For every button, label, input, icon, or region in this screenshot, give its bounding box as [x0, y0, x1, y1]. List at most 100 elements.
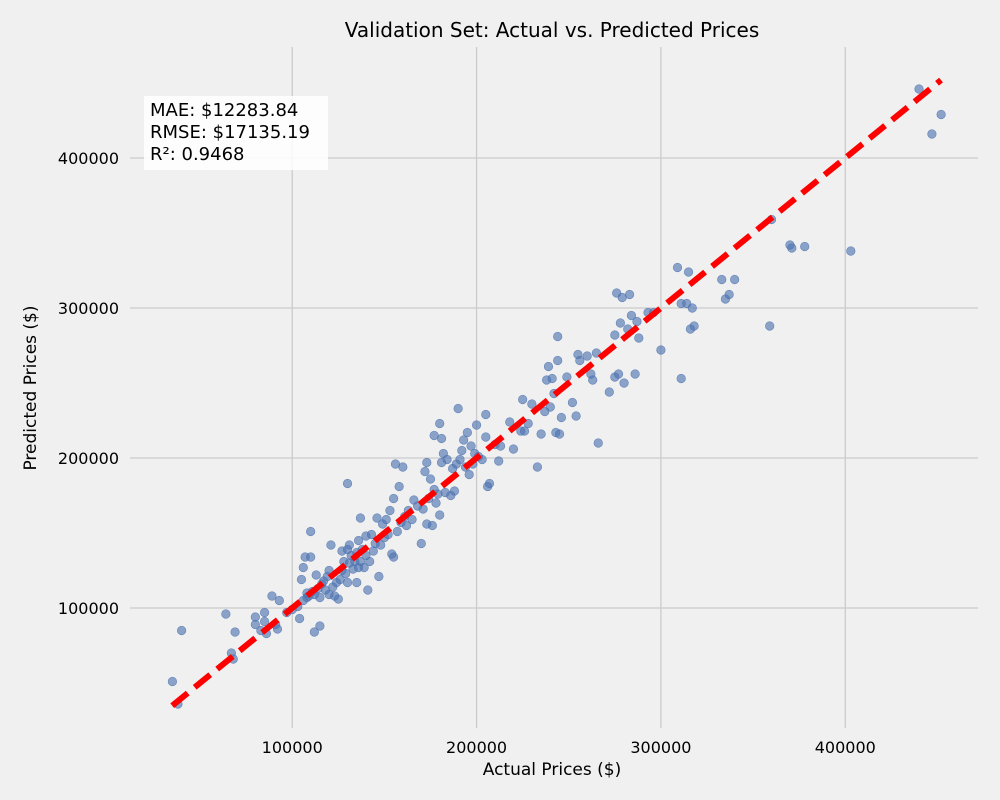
- data-point: [221, 609, 231, 619]
- data-point: [613, 369, 624, 379]
- data-point: [927, 129, 937, 139]
- data-point: [519, 426, 530, 436]
- y-tick-label: 200000: [58, 449, 119, 468]
- data-point: [259, 607, 270, 618]
- data-point: [306, 552, 316, 562]
- data-point: [571, 411, 581, 421]
- data-point: [436, 433, 447, 444]
- data-point: [582, 351, 592, 361]
- data-point: [457, 445, 467, 456]
- data-point: [545, 402, 555, 412]
- data-point: [422, 457, 432, 468]
- data-point: [543, 361, 554, 372]
- data-point: [416, 538, 426, 549]
- data-point: [372, 513, 382, 523]
- data-point: [250, 619, 260, 630]
- data-point: [298, 562, 308, 573]
- x-axis-label: Actual Prices ($): [483, 760, 621, 780]
- data-point: [407, 514, 417, 525]
- data-point: [765, 321, 775, 331]
- data-point: [427, 520, 437, 531]
- data-point: [717, 274, 727, 285]
- data-point: [449, 486, 460, 496]
- data-point: [466, 441, 476, 451]
- data-point: [527, 399, 537, 409]
- data-point: [425, 474, 436, 484]
- data-point: [630, 369, 640, 379]
- data-point: [562, 372, 572, 382]
- chart-title: Validation Set: Actual vs. Predicted Pri…: [345, 18, 760, 42]
- data-point: [553, 355, 563, 366]
- data-point: [634, 333, 644, 343]
- data-point: [167, 676, 177, 687]
- data-point: [359, 562, 369, 573]
- data-point: [800, 241, 810, 252]
- data-point: [435, 418, 445, 429]
- data-point: [505, 417, 515, 427]
- y-tick-label: 300000: [58, 299, 119, 318]
- reference-line: [170, 77, 943, 708]
- data-point: [593, 438, 603, 448]
- x-tick-label: 400000: [815, 738, 876, 757]
- x-tick-label: 300000: [630, 738, 691, 757]
- data-point: [355, 513, 366, 523]
- data-point: [556, 412, 566, 423]
- data-point: [274, 595, 284, 606]
- data-point: [615, 318, 625, 328]
- data-point: [311, 570, 321, 580]
- data-point: [420, 466, 430, 477]
- data-point: [724, 289, 734, 300]
- data-point: [435, 510, 445, 520]
- data-point: [547, 373, 557, 384]
- data-point: [588, 375, 598, 385]
- data-point: [315, 621, 325, 631]
- data-point: [464, 469, 474, 480]
- data-point: [536, 429, 546, 439]
- data-point: [459, 435, 469, 445]
- data-point: [315, 592, 325, 603]
- data-point: [914, 84, 924, 94]
- data-point: [376, 540, 386, 550]
- data-point: [385, 505, 395, 516]
- data-point: [177, 625, 187, 636]
- data-point: [353, 535, 364, 546]
- data-point: [295, 613, 305, 624]
- data-point: [394, 481, 404, 492]
- data-point: [344, 540, 354, 550]
- data-point: [484, 478, 495, 489]
- data-point: [632, 316, 642, 327]
- stat-mae: MAE: $12283.84: [150, 100, 298, 121]
- data-point: [672, 262, 683, 273]
- data-point: [481, 432, 491, 442]
- data-point: [619, 378, 629, 388]
- data-point: [787, 243, 797, 253]
- data-point: [689, 321, 699, 331]
- data-point: [471, 420, 482, 430]
- data-point: [389, 493, 399, 504]
- data-point: [455, 454, 465, 465]
- data-point: [230, 627, 240, 637]
- x-tick-label: 100000: [262, 738, 323, 757]
- data-point: [296, 574, 307, 585]
- data-point: [431, 498, 441, 508]
- data-point: [730, 274, 740, 285]
- data-point: [381, 514, 391, 525]
- data-point: [389, 552, 399, 562]
- data-point: [494, 456, 504, 466]
- stat-rmse: RMSE: $17135.19: [150, 122, 310, 143]
- data-point: [453, 403, 463, 414]
- y-tick-label: 400000: [58, 149, 119, 168]
- data-point: [462, 427, 472, 438]
- data-point: [575, 355, 585, 366]
- data-point: [352, 577, 362, 588]
- data-point: [306, 526, 316, 537]
- data-point: [624, 289, 635, 300]
- data-point: [342, 577, 353, 588]
- data-point: [333, 594, 343, 604]
- data-point: [518, 394, 528, 405]
- y-tick-label: 100000: [58, 599, 119, 618]
- data-point: [259, 616, 270, 627]
- reference-line-group: [170, 77, 943, 708]
- data-point: [368, 546, 378, 556]
